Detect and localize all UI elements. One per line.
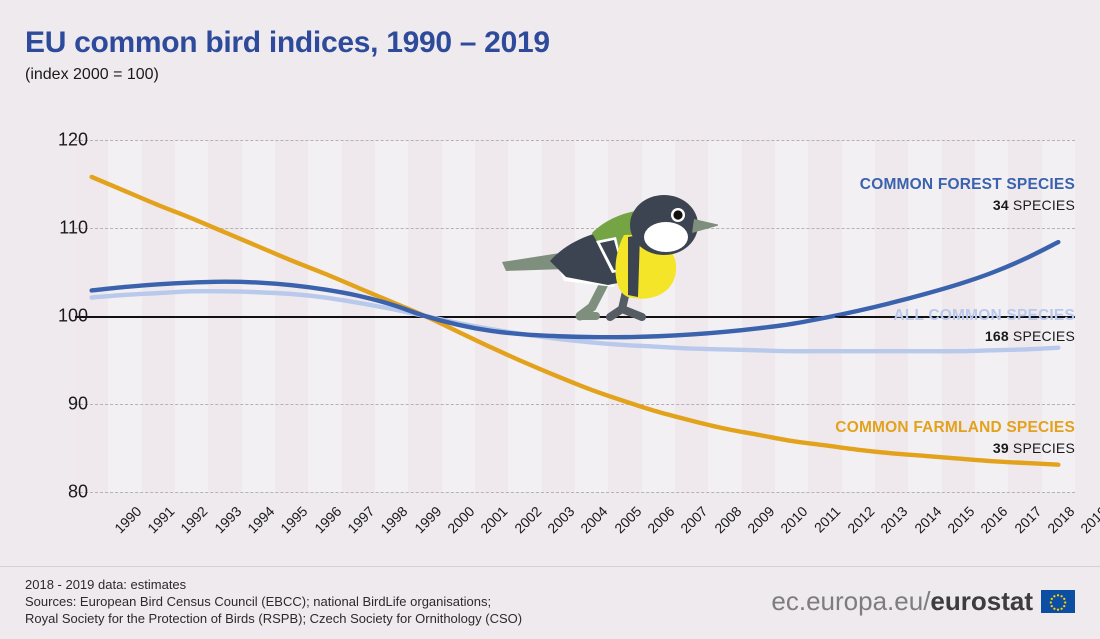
x-tick-2010: 2010 [777,503,811,537]
x-tick-2005: 2005 [610,503,645,537]
x-tick-1991: 1991 [144,503,178,537]
x-tick-1993: 1993 [210,503,245,537]
y-tick-90: 90 [67,393,88,414]
y-tick-120: 120 [57,129,88,150]
line-common-farmland-species [89,174,1061,467]
chart-plot-area [75,140,1075,493]
gridline-120 [75,140,1075,141]
eu-flag-icon [1041,590,1075,613]
legend-all-label: ALL COMMON SPECIES [893,307,1075,324]
x-tick-1997: 1997 [344,503,378,537]
legend-forest-unit: SPECIES [1012,197,1075,213]
x-tick-1994: 1994 [244,503,278,537]
footer-line-3: Royal Society for the Protection of Bird… [25,611,523,626]
bird-beak [692,219,718,233]
x-tick-2015: 2015 [944,503,978,537]
legend-all-count: 168 SPECIES [893,328,1075,344]
bird-eye [673,210,683,220]
x-tick-2019: 2019 [1077,503,1100,537]
legend-farmland: COMMON FARMLAND SPECIES 39 SPECIES [835,419,1075,456]
x-tick-2003: 2003 [544,503,578,537]
legend-forest-number: 34 [992,197,1009,213]
page-title: EU common bird indices, 1990 – 2019 [25,26,550,59]
x-tick-2008: 2008 [710,503,745,537]
x-tick-2009: 2009 [744,503,778,537]
x-tick-2001: 2001 [477,503,511,537]
bird-legs [575,275,646,321]
footer-divider [0,566,1100,567]
legend-farmland-number: 39 [992,440,1009,456]
x-tick-2004: 2004 [577,503,611,537]
gridline-110 [75,228,1075,229]
great-tit-bird-illustration [502,195,718,321]
footer-line-2: Sources: European Bird Census Council (E… [25,594,492,609]
bird-cheek [644,222,688,252]
gridline-80 [75,492,1075,493]
legend-all-unit: SPECIES [1012,328,1075,344]
x-tick-1995: 1995 [277,503,311,537]
line-all-common-species [89,288,1061,354]
bird-tail [502,253,566,271]
page-subtitle: (index 2000 = 100) [25,66,159,83]
line-common-forest-species [89,239,1061,340]
x-tick-1990: 1990 [110,503,145,537]
x-tick-1996: 1996 [310,503,345,537]
y-tick-80: 80 [67,481,88,502]
legend-farmland-count: 39 SPECIES [835,440,1075,456]
x-tick-2002: 2002 [510,503,545,537]
y-tick-110: 110 [59,217,88,238]
legend-all: ALL COMMON SPECIES 168 SPECIES [893,307,1075,344]
x-tick-1998: 1998 [377,503,411,537]
x-tick-2007: 2007 [677,503,711,537]
x-tick-1999: 1999 [410,503,445,537]
y-tick-100: 100 [57,305,88,326]
x-tick-2017: 2017 [1010,503,1045,537]
legend-farmland-unit: SPECIES [1012,440,1075,456]
legend-forest: COMMON FOREST SPECIES 34 SPECIES [860,176,1075,213]
eurostat-brand[interactable]: ec.europa.eu/eurostat [771,586,1075,617]
x-tick-2000: 2000 [444,503,478,537]
gridline-90 [75,404,1075,405]
x-tick-2011: 2011 [810,503,844,536]
x-tick-1992: 1992 [177,503,211,537]
legend-farmland-label: COMMON FARMLAND SPECIES [835,419,1075,436]
series-lines [89,174,1061,467]
leader-line-all-species [835,316,965,317]
x-tick-2006: 2006 [644,503,678,537]
eu-flag-stars [1049,594,1067,611]
legend-all-number: 168 [984,328,1009,344]
bird-ventral-stripe [628,235,640,297]
reference-line-100 [75,316,1075,318]
footer-notes: 2018 - 2019 data: estimates Sources: Eur… [25,576,522,627]
x-tick-2018: 2018 [1044,503,1078,537]
x-tick-2014: 2014 [910,503,945,537]
x-axis-labels: 1990 1991 1992 1993 1994 1995 1996 1997 1998 1999… [75,497,1100,557]
x-tick-2012: 2012 [844,503,878,537]
brand-prefix: ec.europa.eu/ [771,586,931,616]
x-tick-2016: 2016 [977,503,1011,537]
brand-text: ec.europa.eu/eurostat [771,586,1033,617]
brand-name: eurostat [930,586,1033,616]
x-tick-2013: 2013 [877,503,911,537]
legend-forest-label: COMMON FOREST SPECIES [859,176,1075,193]
footer-line-1: 2018 - 2019 data: estimates [25,577,187,592]
legend-forest-count: 34 SPECIES [860,197,1075,213]
